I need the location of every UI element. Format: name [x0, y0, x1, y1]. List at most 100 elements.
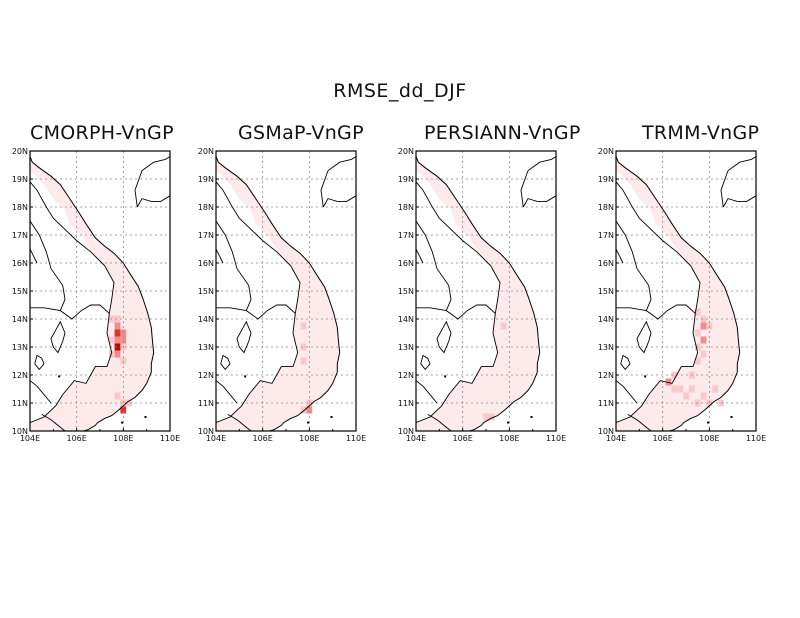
y-tick-label: 20N [398, 147, 414, 156]
y-tick-label: 12N [198, 371, 214, 380]
rmse-cell [500, 322, 507, 330]
rmse-cell [114, 350, 121, 358]
panel-title: PERSIANN-VnGP [424, 122, 581, 144]
y-tick-label: 10N [12, 427, 28, 436]
y-tick-label: 16N [398, 259, 414, 268]
rmse-cell [114, 336, 121, 344]
y-tick-label: 15N [398, 287, 414, 296]
y-tick-label: 20N [198, 147, 214, 156]
border-line [227, 413, 252, 431]
rmse-cell [120, 336, 127, 344]
border-line [416, 181, 501, 314]
border-line [30, 248, 38, 264]
y-tick-label: 13N [198, 343, 214, 352]
border-line [416, 220, 452, 311]
border-line [216, 248, 224, 264]
panel-title: CMORPH-VnGP [30, 122, 174, 144]
rmse-cell [700, 336, 707, 344]
rmse-cell [114, 329, 121, 337]
border-line [30, 181, 115, 314]
border-line [216, 380, 238, 404]
y-tick-label: 16N [198, 259, 214, 268]
map-plot: 10N 11N 12N 13N 14N 15N 16N 17N 18N 19N 20N 104E 106… [198, 147, 366, 443]
y-tick-label: 18N [12, 203, 28, 212]
y-tick-label: 19N [598, 175, 614, 184]
island-mark [444, 375, 447, 378]
map-panel-cmorph: CMORPH-VnGP 10N 11N 12N 13N 14N 15N 16N 17N 18N 1… [12, 118, 214, 458]
border-line [320, 156, 356, 208]
x-tick-label: 104E [20, 434, 40, 443]
rmse-cell [712, 385, 719, 393]
border-line [522, 195, 556, 208]
rmse-cell [677, 385, 683, 393]
rmse-cell [671, 371, 678, 379]
map-panel-gsmap: GSMaP-VnGP 10N 11N 12N 13N 14N 15N 16N 17N 18N 19… [198, 118, 400, 458]
border-line [620, 354, 631, 371]
y-tick-label: 20N [598, 147, 614, 156]
border-line [134, 156, 170, 208]
rmse-cell [108, 336, 115, 344]
y-tick-label: 17N [12, 231, 28, 240]
y-tick-label: 14N [398, 315, 414, 324]
rmse-cell [300, 406, 307, 414]
border-line [50, 320, 66, 354]
y-tick-label: 11N [598, 399, 614, 408]
border-line [220, 354, 231, 371]
rmse-cell [671, 385, 678, 393]
rmse-cell [306, 406, 313, 414]
border-line [216, 181, 301, 314]
y-tick-label: 17N [198, 231, 214, 240]
x-tick-label: 108E [113, 434, 133, 443]
y-tick-label: 16N [598, 259, 614, 268]
rmse-cell [694, 357, 701, 365]
x-tick-label: 110E [346, 434, 366, 443]
border-line [636, 320, 652, 354]
y-tick-label: 12N [398, 371, 414, 380]
rmse-cell [300, 322, 307, 330]
x-tick-label: 110E [746, 434, 766, 443]
y-tick-label: 10N [398, 427, 414, 436]
rmse-cell [665, 378, 672, 386]
x-tick-label: 108E [699, 434, 719, 443]
rmse-cell [700, 322, 707, 330]
x-tick-label: 110E [546, 434, 566, 443]
border-line [416, 380, 438, 404]
island-mark [144, 416, 147, 418]
rmse-cell [300, 357, 307, 365]
coastline [616, 156, 741, 431]
border-line [216, 313, 299, 424]
border-line [34, 354, 45, 371]
rmse-cell [120, 406, 127, 414]
rmse-cell [488, 413, 495, 421]
y-tick-label: 16N [12, 259, 28, 268]
rmse-cell [700, 315, 707, 323]
panel-title: GSMaP-VnGP [238, 122, 364, 144]
y-tick-label: 15N [598, 287, 614, 296]
y-tick-label: 14N [198, 315, 214, 324]
land-shading [30, 151, 154, 431]
y-tick-label: 10N [198, 427, 214, 436]
rmse-cell [114, 343, 121, 351]
border-line [216, 304, 296, 320]
rmse-cell [126, 399, 133, 407]
y-tick-label: 17N [598, 231, 614, 240]
land-shading [416, 151, 540, 431]
land-shading [216, 151, 340, 431]
border-line [436, 320, 452, 354]
rmse-cell [700, 392, 707, 400]
rmse-cell [114, 392, 121, 400]
x-tick-label: 104E [206, 434, 226, 443]
x-tick-label: 106E [453, 434, 473, 443]
land-shading [616, 151, 740, 431]
island-mark [330, 416, 333, 418]
border-line [30, 304, 110, 320]
border-line [30, 313, 113, 424]
y-tick-label: 10N [598, 427, 614, 436]
rmse-cell [700, 350, 707, 358]
map-plot: 10N 11N 12N 13N 14N 15N 16N 17N 18N 19N 20N 104E 106… [398, 147, 566, 443]
map-panel-trmm: TRMM-VnGP 10N 11N 12N 13N 14N 15N 16N 17N 18N 19N… [598, 118, 800, 458]
border-line [136, 195, 170, 208]
x-tick-label: 106E [653, 434, 673, 443]
y-tick-label: 13N [398, 343, 414, 352]
island-mark [307, 421, 310, 424]
